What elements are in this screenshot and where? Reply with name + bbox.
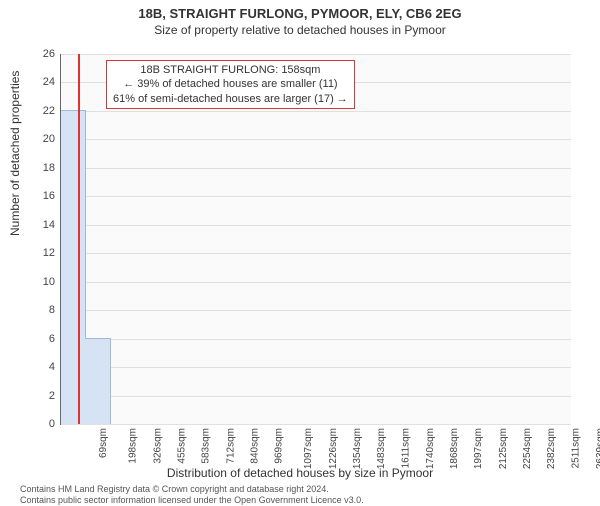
y-tick-label: 20 [35,133,55,145]
y-tick-label: 4 [35,361,55,373]
x-tick-label: 583sqm [201,428,212,464]
x-tick-label: 1226sqm [328,428,339,469]
gridline [61,111,571,112]
x-tick-label: 2254sqm [522,428,533,469]
y-tick-label: 10 [35,276,55,288]
gridline [61,168,571,169]
x-tick-label: 1097sqm [304,428,315,469]
footer-copyright: Contains HM Land Registry data © Crown c… [20,484,364,506]
y-tick-label: 16 [35,190,55,202]
histogram-bar [85,338,110,424]
x-tick-label: 712sqm [225,428,236,464]
gridline [61,424,571,425]
x-tick-label: 1868sqm [449,428,460,469]
gridline [61,396,571,397]
gridline [61,225,571,226]
x-tick-label: 840sqm [249,428,260,464]
gridline [61,253,571,254]
plot-area: 18B STRAIGHT FURLONG: 158sqm← 39% of det… [60,54,571,425]
x-tick-label: 2511sqm [570,428,581,468]
x-tick-label: 198sqm [128,428,139,464]
y-tick-label: 2 [35,390,55,402]
x-tick-label: 2639sqm [595,428,600,469]
footer-line1: Contains HM Land Registry data © Crown c… [20,484,364,495]
marker-annotation: 18B STRAIGHT FURLONG: 158sqm← 39% of det… [106,60,355,109]
y-tick-label: 6 [35,333,55,345]
x-tick-label: 69sqm [98,428,109,458]
x-tick-label: 1611sqm [400,428,411,468]
y-tick-label: 14 [35,219,55,231]
y-tick-label: 22 [35,105,55,117]
y-tick-label: 12 [35,247,55,259]
x-tick-label: 326sqm [152,428,163,464]
y-tick-label: 26 [35,48,55,60]
chart-title-main: 18B, STRAIGHT FURLONG, PYMOOR, ELY, CB6 … [0,6,600,21]
x-tick-label: 2382sqm [546,428,557,469]
gridline [61,310,571,311]
x-tick-label: 1354sqm [352,428,363,469]
chart-title-sub: Size of property relative to detached ho… [0,23,600,37]
x-tick-label: 1740sqm [425,428,436,469]
x-tick-label: 2125sqm [498,428,509,469]
y-tick-label: 8 [35,304,55,316]
histogram-bar [61,110,86,424]
x-tick-label: 455sqm [177,428,188,464]
gridline [61,339,571,340]
annotation-line: 18B STRAIGHT FURLONG: 158sqm [113,63,348,77]
gridline [61,139,571,140]
gridline [61,367,571,368]
y-tick-label: 0 [35,418,55,430]
annotation-line: 61% of semi-detached houses are larger (… [113,92,348,106]
y-axis-label: Number of detached properties [8,71,22,236]
gridline [61,282,571,283]
x-axis-label: Distribution of detached houses by size … [0,466,600,480]
x-tick-label: 1997sqm [474,428,485,469]
y-tick-label: 18 [35,162,55,174]
gridline [61,196,571,197]
annotation-line: ← 39% of detached houses are smaller (11… [113,77,348,91]
footer-line2: Contains public sector information licen… [20,495,364,506]
marker-line [78,54,80,424]
gridline [61,54,571,55]
x-tick-label: 969sqm [274,428,285,464]
y-tick-label: 24 [35,76,55,88]
x-tick-label: 1483sqm [376,428,387,469]
